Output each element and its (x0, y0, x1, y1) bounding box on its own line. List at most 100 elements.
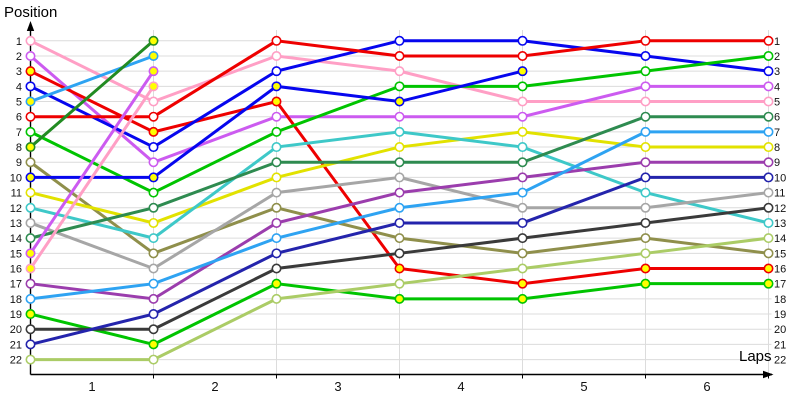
marker-car-start-p21-col4 (517, 217, 528, 228)
marker-car-start-p7-col0 (25, 126, 36, 137)
marker-car-start-p14-col2 (271, 157, 282, 168)
marker-car-start-p18-col4 (517, 187, 528, 198)
marker-car-start-p22-col4 (517, 263, 528, 274)
marker-car-start-p18-col0 (25, 293, 36, 304)
y-tick-label-right-20: 20 (774, 324, 786, 336)
y-tick-label-right-19: 19 (774, 309, 786, 321)
y-tick-label-right-9: 9 (774, 157, 780, 169)
marker-car-start-p12-col6 (763, 217, 774, 228)
series-line-car-start-p5 (29, 54, 155, 104)
marker-car-start-p6-col5 (640, 35, 651, 46)
marker-car-start-p21-col3 (394, 217, 405, 228)
marker-car-start-p8-col0 (25, 142, 36, 153)
marker-car-start-p1-col1 (148, 96, 159, 107)
marker-car-start-p14-col5 (640, 111, 651, 122)
marker-car-start-p22-col0 (25, 354, 36, 365)
marker-car-start-p5-col0 (25, 96, 36, 107)
marker-car-start-p3-col3 (394, 263, 405, 274)
marker-car-start-p19-col6 (763, 278, 774, 289)
y-tick-label-right-16: 16 (774, 264, 786, 276)
marker-car-start-p4-col5 (640, 50, 651, 61)
marker-car-start-p1-col4 (517, 96, 528, 107)
marker-car-start-p13-col5 (640, 202, 651, 213)
marker-car-start-p13-col3 (394, 172, 405, 183)
marker-car-start-p2-col2 (271, 111, 282, 122)
marker-car-start-p7-col3 (394, 81, 405, 92)
y-tick-label-left-10: 10 (10, 172, 22, 184)
marker-car-start-p11-col1 (148, 217, 159, 228)
y-tick-label-left-5: 5 (16, 97, 22, 109)
y-tick-label-right-8: 8 (774, 142, 780, 154)
marker-car-start-p2-col6 (763, 81, 774, 92)
marker-car-start-p21-col0 (25, 339, 36, 350)
y-tick-label-right-4: 4 (774, 81, 780, 93)
marker-car-start-p14-col0 (25, 233, 36, 244)
marker-car-start-p3-col0 (25, 66, 36, 77)
marker-car-start-p6-col0 (25, 111, 36, 122)
marker-car-start-p16-col0 (25, 263, 36, 274)
marker-car-start-p12-col5 (640, 187, 651, 198)
marker-car-start-p8-col1 (148, 35, 159, 46)
y-tick-label-right-7: 7 (774, 127, 780, 139)
marker-car-start-p19-col2 (271, 278, 282, 289)
y-tick-label-left-13: 13 (10, 218, 22, 230)
y-tick-label-left-14: 14 (10, 233, 22, 245)
marker-car-start-p12-col3 (394, 126, 405, 137)
marker-car-start-p6-col6 (763, 35, 774, 46)
y-tick-label-right-14: 14 (774, 233, 786, 245)
marker-car-start-p17-col2 (271, 217, 282, 228)
y-tick-label-right-11: 11 (774, 188, 785, 200)
marker-car-start-p17-col0 (25, 278, 36, 289)
marker-car-start-p3-col5 (640, 263, 651, 274)
marker-car-start-p20-col5 (640, 217, 651, 228)
marker-car-start-p11-col0 (25, 187, 36, 198)
marker-car-start-p19-col4 (517, 293, 528, 304)
marker-car-start-p5-col1 (148, 50, 159, 61)
x-axis-title: Laps (739, 348, 772, 365)
marker-car-start-p1-col5 (640, 96, 651, 107)
marker-car-start-p11-col4 (517, 126, 528, 137)
marker-car-start-p10-col0 (25, 172, 36, 183)
marker-car-start-p21-col6 (763, 172, 774, 183)
marker-car-start-p15-col0 (25, 248, 36, 259)
marker-car-start-p12-col4 (517, 142, 528, 153)
marker-car-start-p7-col5 (640, 66, 651, 77)
marker-car-start-p4-col2 (271, 66, 282, 77)
y-tick-label-left-4: 4 (16, 81, 22, 93)
marker-car-start-p4-col0 (25, 81, 36, 92)
y-tick-label-left-12: 12 (10, 203, 22, 215)
marker-car-start-p17-col5 (640, 157, 651, 168)
marker-car-start-p19-col1 (148, 339, 159, 350)
marker-car-start-p15-col1 (148, 66, 159, 77)
marker-car-start-p7-col4 (517, 81, 528, 92)
marker-car-start-p2-col4 (517, 111, 528, 122)
marker-car-start-p14-col6 (763, 111, 774, 122)
x-tick-label-1: 1 (88, 379, 95, 394)
marker-car-start-p9-col6 (763, 248, 774, 259)
marker-car-start-p17-col4 (517, 172, 528, 183)
marker-car-start-p6-col3 (394, 50, 405, 61)
marker-car-start-p10-col3 (394, 96, 405, 107)
marker-car-start-p9-col1 (148, 248, 159, 259)
y-tick-label-left-20: 20 (10, 324, 22, 336)
marker-car-start-p1-col6 (763, 96, 774, 107)
y-tick-label-left-6: 6 (16, 112, 22, 124)
y-tick-label-right-13: 13 (774, 218, 786, 230)
y-tick-label-left-1: 1 (16, 36, 22, 48)
marker-car-start-p14-col4 (517, 157, 528, 168)
marker-car-start-p18-col5 (640, 126, 651, 137)
marker-car-start-p20-col3 (394, 248, 405, 259)
marker-car-start-p18-col2 (271, 233, 282, 244)
marker-car-start-p13-col4 (517, 202, 528, 213)
marker-car-start-p4-col1 (148, 142, 159, 153)
y-tick-label-left-17: 17 (10, 279, 22, 291)
marker-car-start-p6-col4 (517, 50, 528, 61)
marker-car-start-p21-col2 (271, 248, 282, 259)
marker-car-start-p3-col2 (271, 96, 282, 107)
marker-car-start-p10-col1 (148, 172, 159, 183)
marker-car-start-p12-col0 (25, 202, 36, 213)
marker-car-start-p20-col2 (271, 263, 282, 274)
marker-car-start-p17-col6 (763, 157, 774, 168)
